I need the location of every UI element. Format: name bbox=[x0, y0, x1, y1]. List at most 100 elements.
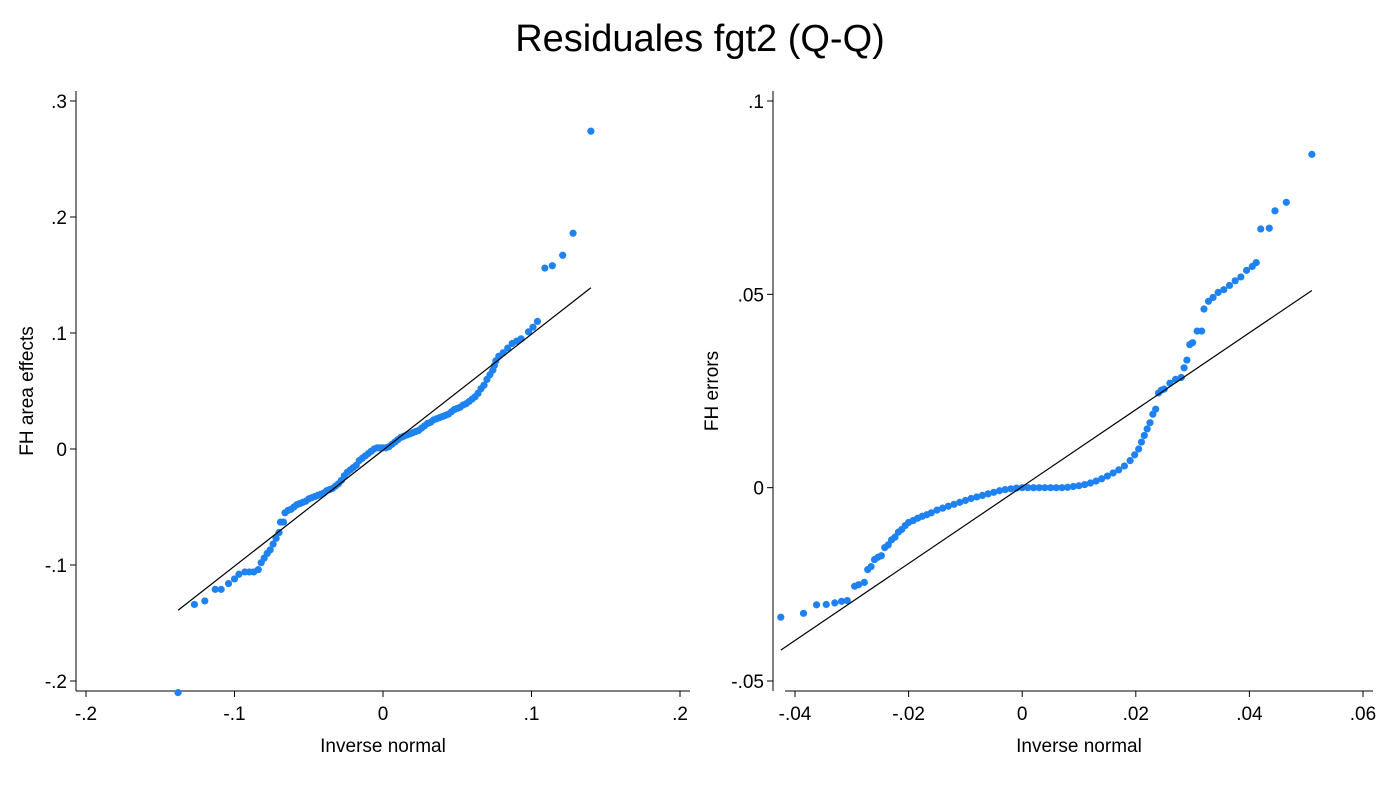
left-data-point bbox=[517, 335, 525, 343]
left-x-tick-label: .2 bbox=[672, 704, 688, 725]
right-data-point bbox=[973, 493, 981, 501]
right-data-point bbox=[1271, 207, 1279, 215]
left-y-tick-label: .1 bbox=[51, 324, 67, 345]
right-data-point bbox=[860, 578, 868, 587]
left-data-point bbox=[504, 344, 512, 352]
left-data-point bbox=[230, 575, 239, 583]
right-data-point bbox=[1115, 466, 1123, 474]
right-data-point bbox=[933, 506, 941, 514]
right-data-point bbox=[884, 541, 892, 549]
right-data-point bbox=[1029, 484, 1038, 492]
right-x-tick-label: .02 bbox=[1123, 704, 1149, 725]
right-data-point bbox=[891, 533, 899, 541]
right-data-point bbox=[812, 601, 821, 609]
right-data-point bbox=[1098, 475, 1106, 483]
right-data-point bbox=[1231, 277, 1239, 285]
right-y-axis-label: FH errors bbox=[702, 351, 723, 431]
left-data-point bbox=[190, 600, 199, 609]
right-data-point bbox=[1075, 482, 1083, 490]
right-data-point bbox=[855, 581, 863, 589]
right-data-point bbox=[1041, 484, 1049, 492]
right-data-point bbox=[831, 599, 839, 607]
right-data-point bbox=[1282, 198, 1290, 206]
right-data-point bbox=[927, 509, 935, 517]
right-x-tick-label: 0 bbox=[1017, 704, 1028, 725]
left-data-point bbox=[266, 546, 274, 554]
right-data-point bbox=[1189, 339, 1197, 347]
right-data-point bbox=[867, 562, 875, 571]
right-data-point bbox=[1092, 477, 1100, 485]
right-y-tick-label: -.05 bbox=[731, 672, 764, 693]
right-data-point bbox=[1058, 484, 1066, 492]
right-data-point bbox=[1035, 484, 1043, 492]
figure-title: Residuales fgt2 (Q-Q) bbox=[515, 18, 885, 60]
left-data-point bbox=[559, 251, 567, 259]
left-x-axis-label: Inverse normal bbox=[320, 736, 446, 757]
right-x-axis-label: Inverse normal bbox=[1016, 736, 1142, 757]
right-data-point bbox=[1001, 486, 1009, 494]
right-data-point bbox=[1137, 438, 1146, 446]
left-data-point bbox=[254, 566, 262, 574]
right-x-tick-label: .06 bbox=[1350, 704, 1376, 725]
right-data-point bbox=[984, 490, 992, 498]
right-data-point bbox=[1198, 327, 1206, 335]
left-data-point bbox=[480, 381, 488, 389]
left-data-point bbox=[224, 579, 233, 588]
right-y-tick-label: .05 bbox=[738, 285, 764, 306]
left-data-point bbox=[174, 689, 182, 697]
right-data-point bbox=[1308, 150, 1316, 158]
right-data-point bbox=[877, 552, 885, 560]
left-data-point bbox=[533, 317, 542, 325]
right-data-point bbox=[1265, 224, 1273, 232]
right-data-point bbox=[1152, 405, 1160, 413]
right-data-point bbox=[1131, 451, 1139, 459]
right-data-point bbox=[799, 609, 808, 617]
right-y-tick-label: .1 bbox=[748, 92, 764, 113]
right-data-point bbox=[1160, 385, 1168, 393]
left-data-point bbox=[587, 127, 595, 135]
left-y-axis-label: FH area effects bbox=[17, 326, 38, 456]
right-data-point bbox=[1109, 469, 1117, 477]
left-x-tick-label: -.2 bbox=[75, 704, 97, 725]
right-data-point bbox=[1135, 445, 1143, 453]
right-data-point bbox=[1103, 472, 1111, 480]
left-data-point bbox=[529, 323, 537, 331]
left-x-tick-label: 0 bbox=[378, 704, 389, 725]
left-data-point bbox=[541, 264, 549, 272]
left-data-point bbox=[272, 534, 280, 542]
right-data-point bbox=[939, 504, 947, 512]
left-data-point bbox=[201, 597, 209, 605]
right-data-point bbox=[995, 487, 1004, 495]
right-data-point bbox=[1143, 425, 1151, 433]
right-data-point bbox=[1047, 484, 1055, 492]
right-data-point bbox=[956, 498, 964, 506]
right-data-point bbox=[1180, 364, 1188, 372]
left-y-tick-label: .2 bbox=[51, 208, 67, 229]
left-data-point bbox=[235, 570, 243, 578]
right-data-point bbox=[1052, 484, 1060, 492]
right-data-point bbox=[1081, 480, 1089, 489]
right-data-point bbox=[961, 496, 970, 505]
left-y-tick-label: .3 bbox=[51, 92, 67, 113]
left-x-tick-label: .1 bbox=[524, 704, 540, 725]
left-y-tick-label: 0 bbox=[56, 440, 67, 461]
right-data-point bbox=[1183, 356, 1191, 364]
right-data-point bbox=[1209, 293, 1217, 302]
right-data-point bbox=[967, 494, 975, 503]
right-data-point bbox=[1177, 373, 1185, 382]
right-data-point bbox=[1146, 419, 1154, 427]
right-reference-line bbox=[780, 289, 1313, 651]
right-data-point bbox=[837, 597, 846, 605]
left-data-point bbox=[569, 229, 577, 237]
right-data-point bbox=[1007, 485, 1015, 493]
right-x-tick-label: -.02 bbox=[892, 704, 925, 725]
left-y-tick-label: -.1 bbox=[45, 556, 67, 577]
right-data-point bbox=[1237, 273, 1245, 281]
right-data-point bbox=[978, 491, 987, 499]
left-panel: -.2 -.1 0 .1 .2 .3 -.2 -.1 0 .1 .2 Inverse normal FH… bbox=[17, 91, 690, 757]
right-data-point bbox=[1120, 462, 1129, 470]
left-data-point bbox=[269, 540, 277, 548]
right-data-point bbox=[1242, 266, 1251, 274]
